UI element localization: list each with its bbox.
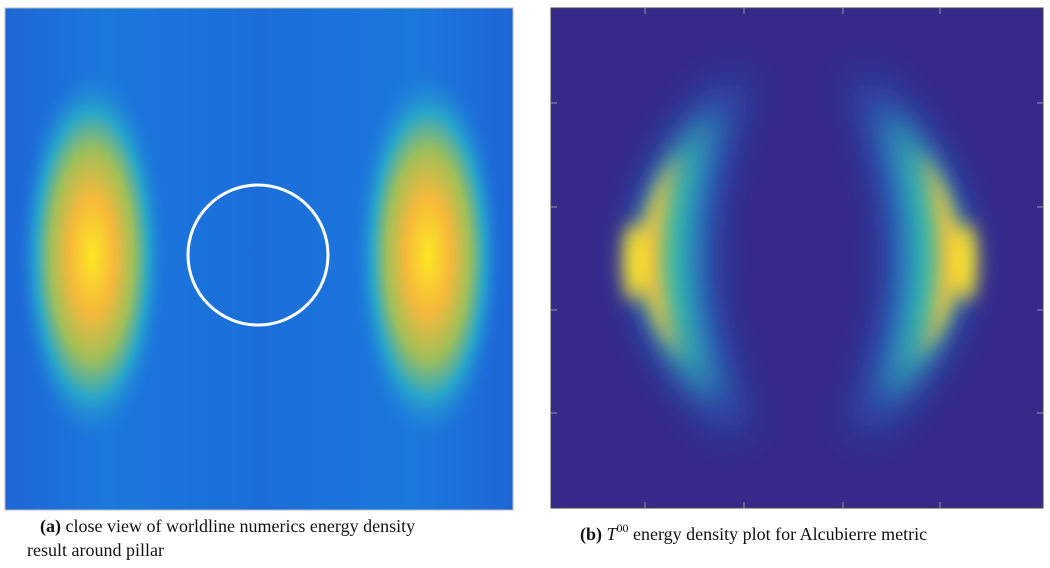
panel-b-frame — [550, 7, 1044, 509]
caption-text: energy density plot for Alcubierre metri… — [633, 524, 927, 544]
caption-symbol: T — [607, 524, 619, 544]
caption-superscript: 00 — [617, 521, 629, 535]
caption-b: (b) T00 energy density plot for Alcubier… — [580, 521, 927, 545]
caption-label: (b) — [580, 524, 602, 545]
panel-a-border — [4, 7, 514, 511]
caption-text: close view of worldline numerics energy … — [66, 516, 416, 536]
caption-a: (a) close view of worldline numerics ene… — [40, 516, 415, 537]
caption-label: (a) — [40, 516, 61, 537]
panel-a — [5, 8, 513, 510]
panel-b — [551, 8, 1043, 508]
caption-a-line2: result around pillar — [27, 540, 164, 560]
